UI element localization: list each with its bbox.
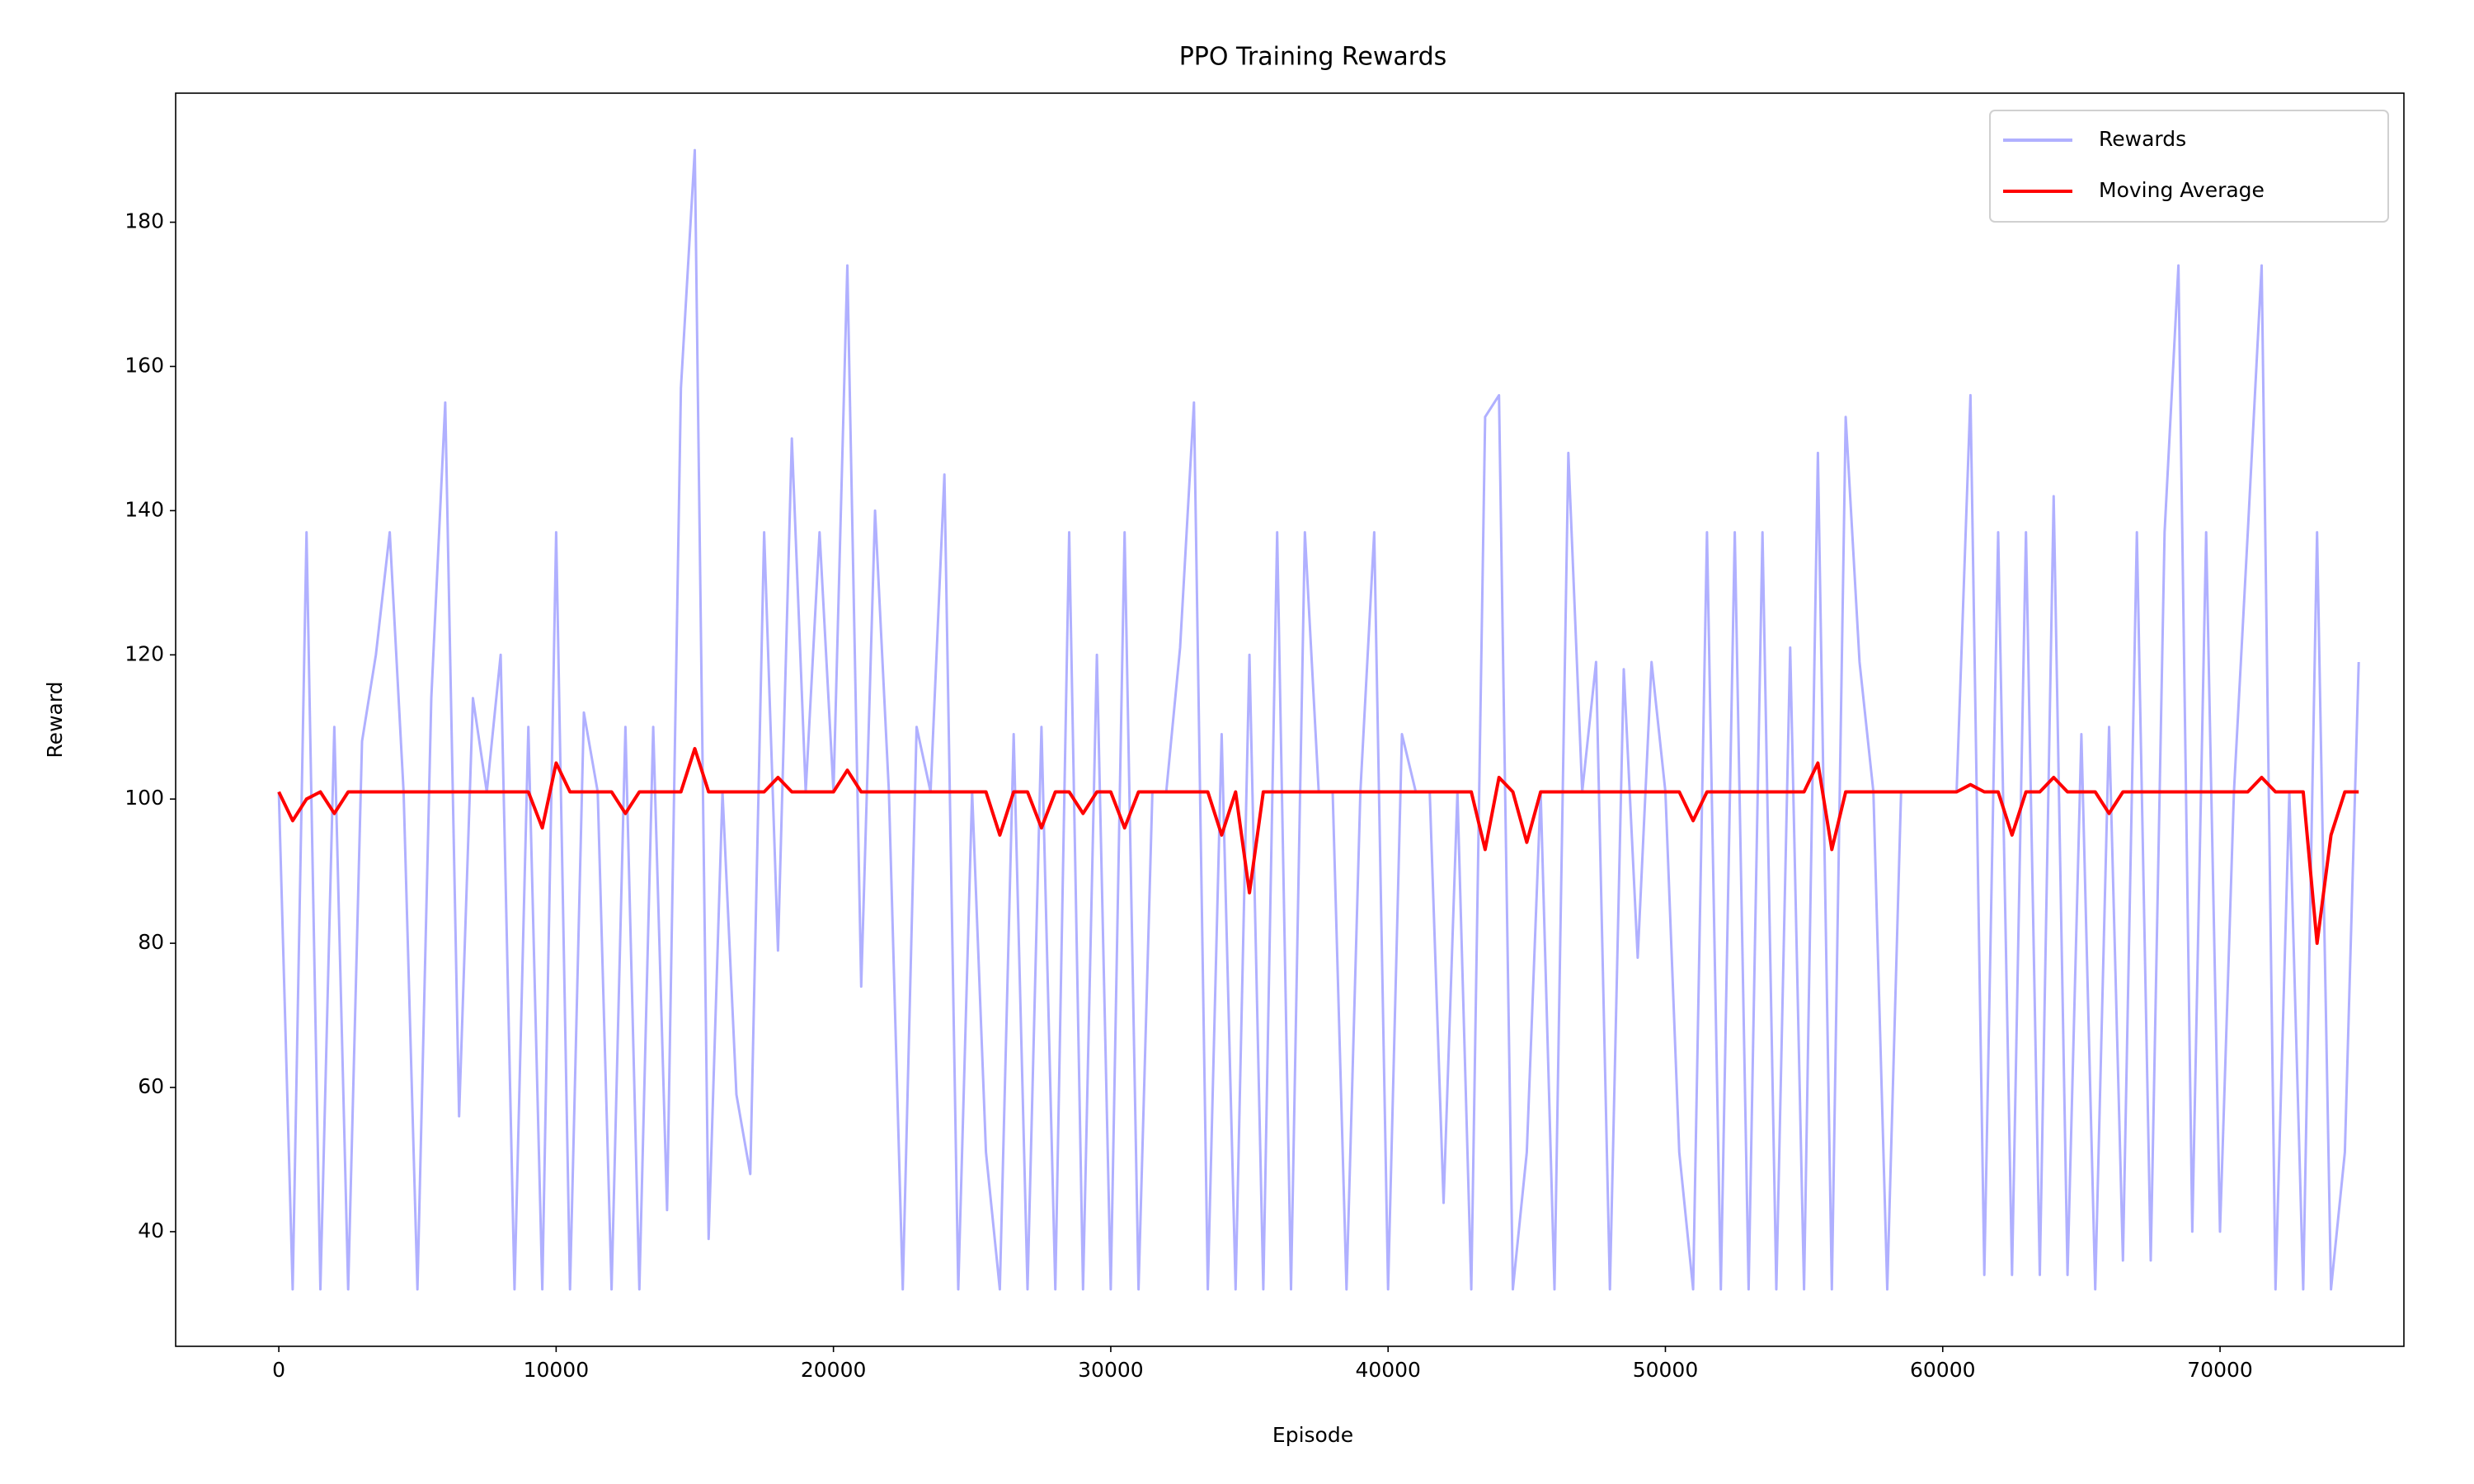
- legend-label: Moving Average: [2099, 178, 2265, 202]
- x-tick-label: 20000: [801, 1358, 867, 1382]
- y-tick-label: 160: [125, 353, 164, 377]
- y-tick-label: 60: [138, 1074, 164, 1098]
- x-axis-label: Episode: [1272, 1423, 1353, 1447]
- series-line: [277, 747, 2359, 946]
- x-tick-label: 0: [272, 1358, 285, 1382]
- legend-label: Rewards: [2099, 127, 2186, 151]
- plot-frame: [175, 92, 2405, 1347]
- x-tick-label: 60000: [1910, 1358, 1976, 1382]
- y-tick-label: 80: [138, 930, 164, 954]
- chart-title: PPO Training Rewards: [1179, 43, 1447, 72]
- x-tick-label: 70000: [2187, 1358, 2253, 1382]
- y-tick-label: 180: [125, 209, 164, 233]
- x-tick-label: 50000: [1633, 1358, 1699, 1382]
- legend-box: [1989, 110, 2389, 223]
- x-tick-label: 30000: [1078, 1358, 1144, 1382]
- y-tick-label: 100: [125, 786, 164, 810]
- y-tick-label: 140: [125, 497, 164, 521]
- x-tick-label: 40000: [1355, 1358, 1421, 1382]
- y-tick-label: 40: [138, 1219, 164, 1242]
- x-tick-label: 10000: [524, 1358, 590, 1382]
- y-axis-label: Reward: [43, 681, 67, 758]
- y-tick-label: 120: [125, 641, 164, 665]
